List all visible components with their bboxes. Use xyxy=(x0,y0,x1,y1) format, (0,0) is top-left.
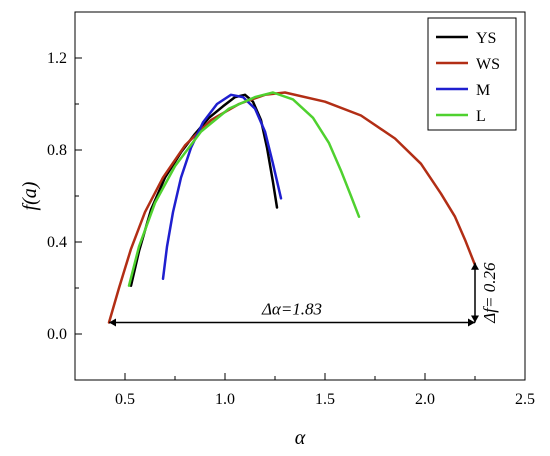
delta-alpha-label: Δα=1.83 xyxy=(261,300,322,319)
legend-label-ws: WS xyxy=(476,56,500,73)
x-tick-label: 2.0 xyxy=(415,391,435,408)
x-axis-label: α xyxy=(295,427,306,449)
legend-label-ys: YS xyxy=(476,30,496,47)
y-tick-label: 0.4 xyxy=(47,234,67,251)
series-line-ys xyxy=(129,93,279,287)
x-tick-label: 2.5 xyxy=(515,391,535,408)
x-tick-label: 0.5 xyxy=(115,391,135,408)
x-tick-label: 1.5 xyxy=(315,391,335,408)
legend: YS WS ML xyxy=(427,17,517,131)
legend-box xyxy=(427,17,517,131)
axis-ticks: 0.5 1.0 1.5 2.0 2.5 0.0 0.4 0.8 1.2 xyxy=(47,11,535,408)
arrow-head xyxy=(109,318,116,327)
y-axis-label: f(a) xyxy=(19,181,41,210)
delta-f-label: Δf= 0.26 xyxy=(480,262,499,324)
legend-label-l: L xyxy=(476,108,486,125)
arrow-head xyxy=(471,315,479,323)
y-tick-label: 1.2 xyxy=(47,50,67,67)
series-line-ws xyxy=(107,91,477,324)
series-line-m xyxy=(161,93,283,281)
y-tick-label: 0.0 xyxy=(47,326,67,343)
arrow-head xyxy=(468,318,475,327)
series-line-l xyxy=(127,91,361,287)
x-tick-label: 1.0 xyxy=(215,391,235,408)
arrow-head xyxy=(471,262,479,270)
annotations: Δα=1.83 Δf= 0.26 xyxy=(109,262,499,327)
y-tick-label: 0.8 xyxy=(47,142,67,159)
legend-label-m: M xyxy=(476,82,490,99)
series-lines xyxy=(107,91,477,324)
